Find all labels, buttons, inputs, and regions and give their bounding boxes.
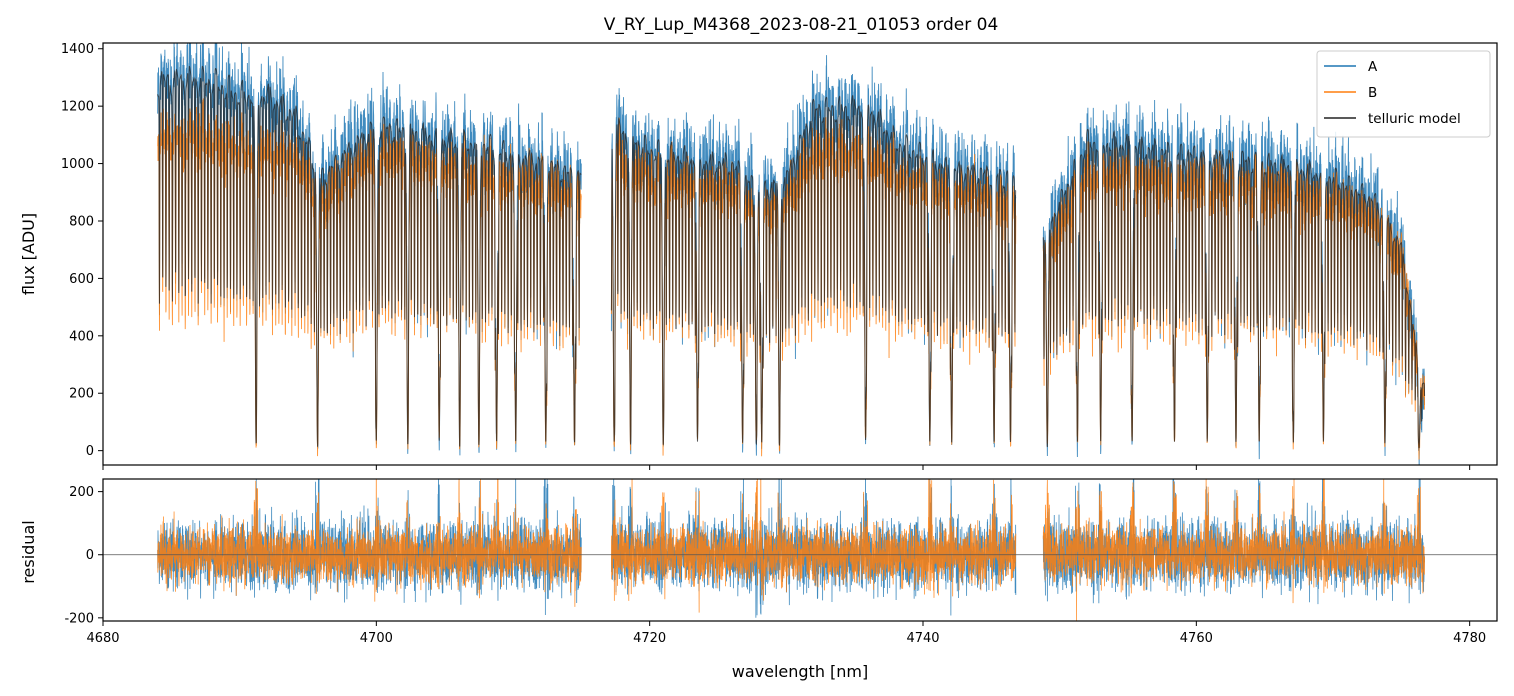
series-model-segment-1 <box>157 65 582 447</box>
x-tick-label: 4760 <box>1180 631 1213 646</box>
residual-x-ticks: 4680 4700 4720 4740 4760 4780 <box>86 621 1486 646</box>
legend-label-a: A <box>1368 59 1378 75</box>
series-model-segment-2 <box>610 95 1017 446</box>
residual-y-tick-label: -200 <box>64 611 94 626</box>
x-tick-label: 4780 <box>1453 631 1486 646</box>
flux-panel: 0 200 400 600 800 1000 1200 1400 flux [ADU] A B… <box>19 42 1498 470</box>
series-model-segment-3 <box>1042 128 1426 449</box>
x-tick-label: 4740 <box>906 631 939 646</box>
residual-b-segment-1 <box>157 479 582 607</box>
residual-axes-frame <box>102 478 1498 622</box>
flux-y-tick-label: 200 <box>69 387 94 402</box>
chart-title: V_RY_Lup_M4368_2023-08-21_01053 order 04 <box>604 15 999 35</box>
legend: A B telluric model <box>1316 50 1491 138</box>
flux-y-tick-label: 600 <box>69 272 94 287</box>
flux-plot-area <box>157 43 1426 465</box>
residual-y-tick-label: 0 <box>86 548 94 563</box>
flux-y-tick-label: 1200 <box>61 100 94 115</box>
x-axis-label: wavelength [nm] <box>732 662 869 681</box>
residual-b-segment-2 <box>611 479 1017 613</box>
x-tick-label: 4700 <box>360 631 393 646</box>
residual-y-tick-label: 200 <box>69 485 94 500</box>
residual-b-segment-3 <box>1042 479 1425 621</box>
flux-y-tick-label: 400 <box>69 329 94 344</box>
residual-y-axis-label: residual <box>19 520 38 583</box>
flux-axes-frame <box>102 42 1498 466</box>
flux-x-ticks <box>102 465 1471 470</box>
flux-y-axis-label: flux [ADU] <box>19 213 38 295</box>
flux-y-tick-label: 1400 <box>61 42 94 57</box>
flux-y-tick-label: 1000 <box>61 157 94 172</box>
legend-label-model: telluric model <box>1368 111 1461 127</box>
x-tick-label: 4680 <box>86 631 119 646</box>
residual-plot-area <box>103 479 1497 621</box>
flux-y-tick-label: 0 <box>86 444 94 459</box>
legend-label-b: B <box>1368 85 1377 101</box>
flux-y-ticks: 0 200 400 600 800 1000 1200 1400 <box>61 42 103 459</box>
residual-panel: -200 0 200 4680 4700 4720 4740 4760 4780 residu… <box>19 478 1498 681</box>
x-tick-label: 4720 <box>633 631 666 646</box>
legend-box <box>1316 50 1491 138</box>
flux-y-tick-label: 800 <box>69 214 94 229</box>
residual-y-ticks: -200 0 200 <box>64 485 103 626</box>
